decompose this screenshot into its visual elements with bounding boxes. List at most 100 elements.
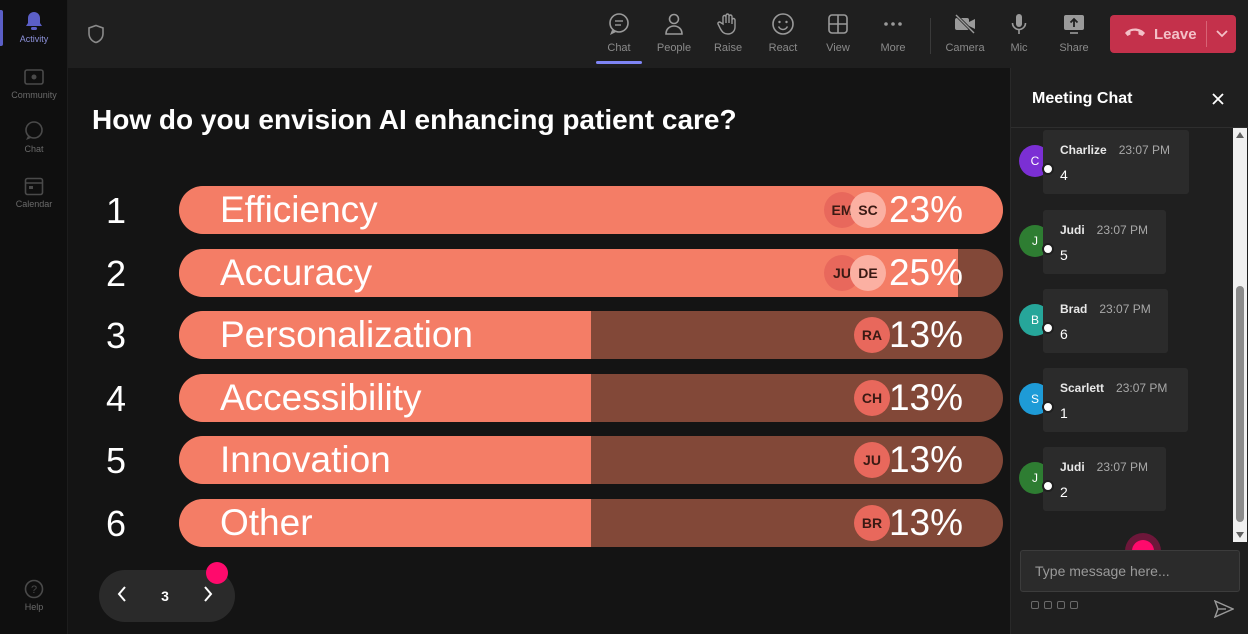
rail-item-help[interactable]: ? Help bbox=[0, 578, 68, 626]
poll-option-fill bbox=[179, 311, 591, 359]
presence-status-icon bbox=[1042, 480, 1054, 492]
toolbar-button-label: Camera bbox=[945, 42, 985, 54]
gif-icon[interactable] bbox=[1070, 601, 1078, 609]
presence-status-icon bbox=[1042, 163, 1054, 175]
previous-page-button[interactable] bbox=[99, 570, 145, 622]
chat-message[interactable]: J Judi 23:07 PM 2 bbox=[1019, 447, 1166, 511]
toolbar-view-button[interactable]: View bbox=[812, 10, 864, 62]
poll-option-row[interactable]: 2 Accuracy JU DE 25% bbox=[68, 249, 1010, 297]
chevron-down-icon bbox=[1215, 25, 1228, 43]
poll-option-label: Innovation bbox=[220, 439, 391, 480]
poll-option-bar[interactable]: Accuracy JU DE 25% bbox=[179, 249, 1003, 297]
chat-message[interactable]: C Charlize 23:07 PM 4 bbox=[1019, 130, 1189, 194]
toolbar-react-button[interactable]: React bbox=[757, 10, 809, 62]
attach-icon[interactable] bbox=[1044, 601, 1052, 609]
message-time: 23:07 PM bbox=[1096, 460, 1149, 474]
rail-item-community[interactable]: Community bbox=[0, 66, 68, 114]
poll-option-bar[interactable]: Innovation JU 13% bbox=[179, 436, 1003, 484]
poll-option-row[interactable]: 3 Personalization RA 13% bbox=[68, 311, 1010, 359]
voter-avatar: CH bbox=[854, 380, 890, 416]
more-icon bbox=[881, 12, 905, 36]
rail-item-label: Help bbox=[24, 602, 44, 612]
close-icon[interactable] bbox=[1209, 90, 1227, 108]
scroll-up-icon[interactable] bbox=[1236, 132, 1244, 138]
poll-option-percent: 13% bbox=[888, 502, 963, 543]
app-rail: Activity Community Chat Calendar ? Help bbox=[0, 0, 68, 634]
message-bubble[interactable]: Charlize 23:07 PM 4 bbox=[1043, 130, 1189, 194]
leave-button[interactable]: Leave bbox=[1110, 15, 1236, 53]
poll-option-number: 3 bbox=[106, 315, 127, 356]
poll-option-bar[interactable]: Accessibility CH 13% bbox=[179, 374, 1003, 422]
toolbar-camera-button[interactable]: Camera bbox=[939, 10, 991, 62]
message-input-box[interactable] bbox=[1020, 550, 1240, 592]
leave-main-button[interactable]: Leave bbox=[1110, 15, 1206, 53]
poll-option-percent: 13% bbox=[888, 314, 963, 355]
presence-status-icon bbox=[1042, 322, 1054, 334]
message-header: Scarlett 23:07 PM bbox=[1060, 379, 1188, 397]
toolbar-people-button[interactable]: People bbox=[648, 10, 700, 62]
rail-item-calendar[interactable]: Calendar bbox=[0, 175, 68, 223]
chat-title: Meeting Chat bbox=[1032, 90, 1133, 107]
chevron-right-icon bbox=[203, 585, 213, 607]
toolbar-button-label: Mic bbox=[1010, 42, 1028, 54]
scrollbar-thumb[interactable] bbox=[1236, 286, 1244, 522]
chat-divider bbox=[1011, 127, 1248, 128]
sender-name: Judi bbox=[1060, 460, 1085, 474]
message-bubble[interactable]: Brad 23:07 PM 6 bbox=[1043, 289, 1168, 353]
chat-message[interactable]: J Judi 23:07 PM 5 bbox=[1019, 210, 1166, 274]
toolbar-chat-button[interactable]: Chat bbox=[593, 10, 645, 62]
toolbar-active-indicator bbox=[596, 61, 642, 64]
chat-message[interactable]: B Brad 23:07 PM 6 bbox=[1019, 289, 1168, 353]
message-input[interactable] bbox=[1021, 551, 1239, 591]
format-icon[interactable] bbox=[1031, 601, 1039, 609]
poll-option-label: Accuracy bbox=[220, 252, 373, 293]
toolbar-mic-button[interactable]: Mic bbox=[993, 10, 1045, 62]
message-time: 23:07 PM bbox=[1096, 223, 1149, 237]
message-header: Charlize 23:07 PM bbox=[1060, 141, 1189, 159]
poll-option-number: 6 bbox=[106, 503, 127, 544]
chat-scrollbar[interactable] bbox=[1233, 128, 1247, 542]
message-bubble[interactable]: Judi 23:07 PM 5 bbox=[1043, 210, 1166, 274]
poll-option-bar[interactable]: Efficiency EM SC 23% bbox=[179, 186, 1003, 234]
poll-option-bar[interactable]: Other BR 13% bbox=[179, 499, 1003, 547]
scroll-down-icon[interactable] bbox=[1236, 532, 1244, 538]
poll-option-number: 1 bbox=[106, 190, 127, 231]
rail-item-activity[interactable]: Activity bbox=[0, 10, 68, 58]
message-bubble[interactable]: Judi 23:07 PM 2 bbox=[1043, 447, 1166, 511]
message-header: Brad 23:07 PM bbox=[1060, 300, 1168, 318]
poll-option-number: 4 bbox=[106, 378, 127, 419]
toolbar-share-button[interactable]: Share bbox=[1048, 10, 1100, 62]
poll-option-label: Other bbox=[220, 502, 313, 543]
hand-icon bbox=[716, 12, 740, 36]
poll-option-row[interactable]: 1 Efficiency EM SC 23% bbox=[68, 186, 1010, 234]
rail-item-chat[interactable]: Chat bbox=[0, 120, 68, 168]
poll-option-percent: 13% bbox=[888, 377, 963, 418]
poll-option-bar[interactable]: Personalization RA 13% bbox=[179, 311, 1003, 359]
message-header: Judi 23:07 PM bbox=[1060, 221, 1166, 239]
poll-option-percent: 25% bbox=[888, 252, 963, 293]
poll-option-row[interactable]: 4 Accessibility CH 13% bbox=[68, 374, 1010, 422]
chevron-left-icon bbox=[117, 585, 127, 607]
toolbar-raise-button[interactable]: Raise bbox=[702, 10, 754, 62]
grid-icon bbox=[826, 12, 850, 36]
community-icon bbox=[23, 66, 45, 88]
cursor-indicator-dot bbox=[206, 562, 228, 584]
poll-option-fill bbox=[179, 499, 591, 547]
next-page-button[interactable] bbox=[185, 570, 231, 622]
poll-option-row[interactable]: 5 Innovation JU 13% bbox=[68, 436, 1010, 484]
message-time: 23:07 PM bbox=[1118, 143, 1171, 157]
toolbar-button-label: React bbox=[768, 42, 798, 54]
send-icon[interactable] bbox=[1213, 599, 1235, 619]
leave-options-button[interactable] bbox=[1207, 15, 1236, 53]
poll-option-row[interactable]: 6 Other BR 13% bbox=[68, 499, 1010, 547]
page-number: 3 bbox=[161, 588, 169, 604]
chat-message[interactable]: S Scarlett 23:07 PM 1 bbox=[1019, 368, 1188, 432]
toolbar-more-button[interactable]: More bbox=[867, 10, 919, 62]
message-text: 2 bbox=[1060, 484, 1068, 500]
shield-icon[interactable] bbox=[86, 24, 106, 44]
toolbar-button-label: Raise bbox=[713, 42, 743, 54]
message-bubble[interactable]: Scarlett 23:07 PM 1 bbox=[1043, 368, 1188, 432]
chat-icon bbox=[23, 120, 45, 142]
poll-option-label: Efficiency bbox=[220, 189, 378, 230]
emoji-icon[interactable] bbox=[1057, 601, 1065, 609]
